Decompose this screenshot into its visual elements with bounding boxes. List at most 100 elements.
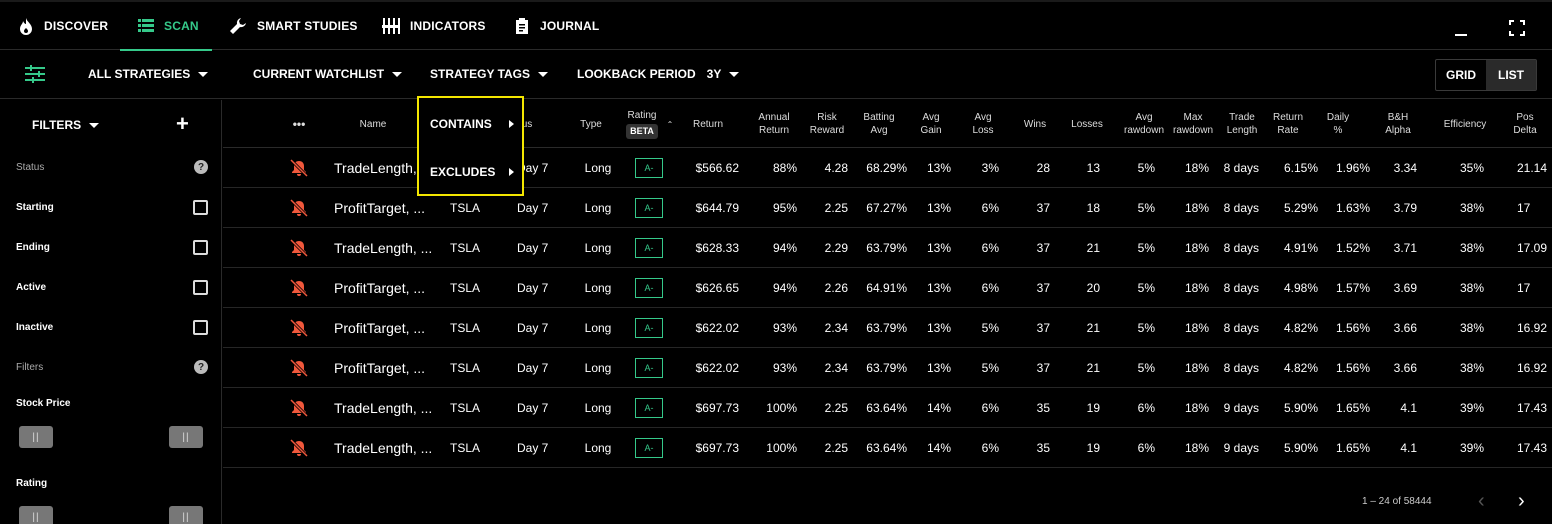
nav-scan[interactable]: SCAN: [120, 2, 212, 51]
rating-badge: A-: [635, 438, 663, 458]
list-view-button[interactable]: LIST: [1486, 60, 1536, 90]
cell-type: Long: [584, 161, 612, 175]
col-return-rate[interactable]: Return Rate: [1272, 112, 1303, 136]
col-avg-gain[interactable]: Avg Gain: [920, 112, 942, 136]
help-icon[interactable]: ?: [194, 160, 208, 174]
table-row[interactable]: TradeLength, ... TSLA Day 7 Long A- $697…: [223, 428, 1552, 468]
cell-losses: 13: [1086, 161, 1100, 175]
col-wins[interactable]: Wins: [1023, 118, 1047, 130]
alerts-off-icon[interactable]: [290, 348, 310, 388]
rating-min-handle[interactable]: ||: [19, 506, 53, 524]
nav-indicators[interactable]: INDICATORS: [382, 2, 486, 50]
filters-dropdown[interactable]: FILTERS: [32, 118, 100, 132]
cell-rating: A-: [635, 348, 663, 388]
nav-discover-label: DISCOVER: [44, 19, 109, 33]
table-row[interactable]: ProfitTarget, ... TSLA Day 7 Long A- $64…: [223, 188, 1552, 228]
more-options-icon[interactable]: •••: [292, 116, 306, 131]
stock-price-max-handle[interactable]: ||: [169, 426, 203, 448]
cell-annual-return: 88%: [772, 161, 797, 175]
col-type[interactable]: Type: [580, 118, 602, 130]
ending-checkbox[interactable]: [193, 240, 208, 255]
table-row[interactable]: ProfitTarget, ... TSLA Day 7 Long A- $62…: [223, 308, 1552, 348]
cell-rating: A-: [635, 268, 663, 308]
col-name[interactable]: Name: [359, 118, 387, 130]
active-checkbox[interactable]: [193, 280, 208, 295]
alerts-off-icon[interactable]: [290, 228, 310, 268]
cell-name[interactable]: ProfitTarget, ...: [334, 360, 426, 376]
cell-name[interactable]: TradeLength, ...: [334, 160, 433, 176]
sort-icon[interactable]: ⌃: [666, 119, 674, 129]
col-daily[interactable]: Daily %: [1326, 112, 1350, 136]
rating-max-handle[interactable]: ||: [169, 506, 203, 524]
inactive-filter[interactable]: Inactive: [16, 320, 208, 335]
col-bh-alpha[interactable]: B&H Alpha: [1385, 112, 1411, 136]
cell-name[interactable]: TradeLength, ...: [334, 400, 433, 416]
cell-avg-drawdown: 5%: [1137, 241, 1155, 255]
table-row[interactable]: TradeLength, ... TSLA Day 7 Long A- $697…: [223, 388, 1552, 428]
col-status[interactable]: us: [521, 118, 533, 130]
cell-pos-delta: 17.09: [1517, 241, 1548, 255]
nav-journal[interactable]: JOURNAL: [514, 2, 599, 50]
active-filter[interactable]: Active: [16, 280, 208, 295]
cell-wins: 35: [1036, 441, 1050, 455]
cell-efficiency: 39%: [1459, 441, 1484, 455]
col-efficiency[interactable]: Efficiency: [1443, 118, 1487, 130]
filter-settings-icon[interactable]: [25, 51, 45, 97]
add-filter-button[interactable]: +: [176, 111, 189, 136]
cell-name[interactable]: TradeLength, ...: [334, 440, 433, 456]
cell-name[interactable]: ProfitTarget, ...: [334, 200, 426, 216]
starting-checkbox[interactable]: [193, 200, 208, 215]
all-strategies-dropdown[interactable]: ALL STRATEGIES: [88, 51, 209, 97]
menu-item-contains[interactable]: CONTAINS: [430, 117, 514, 131]
cell-return: $644.79: [695, 201, 739, 215]
col-avg-drawdown[interactable]: Avg rawdown: [1123, 112, 1165, 136]
lookback-value: 3Y: [706, 67, 722, 81]
alerts-off-icon[interactable]: [290, 428, 310, 468]
prev-page-icon[interactable]: ‹: [1478, 490, 1485, 512]
alerts-off-icon[interactable]: [290, 308, 310, 348]
col-batting-avg[interactable]: Batting Avg: [863, 112, 895, 136]
cell-name[interactable]: ProfitTarget, ...: [334, 320, 426, 336]
col-return[interactable]: Return: [692, 118, 723, 130]
cell-name[interactable]: ProfitTarget, ...: [334, 280, 426, 296]
grid-view-button[interactable]: GRID: [1446, 68, 1476, 82]
table-row[interactable]: ProfitTarget, ... TSLA Day 7 Long A- $62…: [223, 348, 1552, 388]
alerts-off-icon[interactable]: [290, 148, 310, 188]
table-row[interactable]: ProfitTarget, ... TSLA Day 7 Long A- $62…: [223, 268, 1552, 308]
lookback-label: LOOKBACK PERIOD: [577, 67, 696, 81]
alerts-off-icon[interactable]: [290, 268, 310, 308]
col-rating[interactable]: Rating BETA: [621, 100, 663, 148]
col-risk-reward[interactable]: Risk Reward: [809, 112, 845, 136]
nav-discover[interactable]: DISCOVER: [18, 2, 108, 50]
ending-filter[interactable]: Ending: [16, 240, 208, 255]
nav-smart-studies[interactable]: SMART STUDIES: [229, 2, 358, 50]
wrench-icon: [229, 17, 247, 35]
lookback-period-dropdown[interactable]: LOOKBACK PERIOD 3Y: [577, 51, 740, 97]
table-row[interactable]: TradeLength, ... TSLA Day 7 Long A- $628…: [223, 228, 1552, 268]
col-pos-delta[interactable]: Pos Delta: [1513, 112, 1537, 136]
next-page-icon[interactable]: ›: [1518, 490, 1525, 512]
view-toggle: GRID LIST: [1435, 59, 1537, 91]
cell-name[interactable]: TradeLength, ...: [334, 240, 433, 256]
stock-price-min-handle[interactable]: ||: [19, 426, 53, 448]
inactive-checkbox[interactable]: [193, 320, 208, 335]
alerts-off-icon[interactable]: [290, 388, 310, 428]
table-row[interactable]: TradeLength, ... Day 7 Long A- $566.62 8…: [223, 148, 1552, 188]
col-avg-loss[interactable]: Avg Loss: [972, 112, 994, 136]
contains-label: CONTAINS: [430, 117, 492, 131]
watchlist-dropdown[interactable]: CURRENT WATCHLIST: [253, 51, 403, 97]
filters-sidebar: FILTERS + Status ? Starting Ending Activ…: [0, 100, 222, 524]
col-losses[interactable]: Losses: [1071, 118, 1103, 130]
minimize-icon[interactable]: [1455, 34, 1467, 36]
col-trade-length[interactable]: Trade Length: [1226, 112, 1258, 136]
menu-item-excludes[interactable]: EXCLUDES: [430, 165, 514, 179]
starting-filter[interactable]: Starting: [16, 200, 208, 215]
cell-trade-length: 8 days: [1223, 201, 1259, 215]
fullscreen-icon[interactable]: [1509, 20, 1525, 41]
col-max-drawdown[interactable]: Max rawdown: [1172, 112, 1214, 136]
col-annual-return[interactable]: Annual Return: [758, 112, 790, 136]
alerts-off-icon[interactable]: [290, 188, 310, 228]
help-icon[interactable]: ?: [194, 360, 208, 374]
strategy-tags-dropdown[interactable]: STRATEGY TAGS: [430, 51, 549, 97]
cell-status: Day 7: [517, 361, 549, 375]
